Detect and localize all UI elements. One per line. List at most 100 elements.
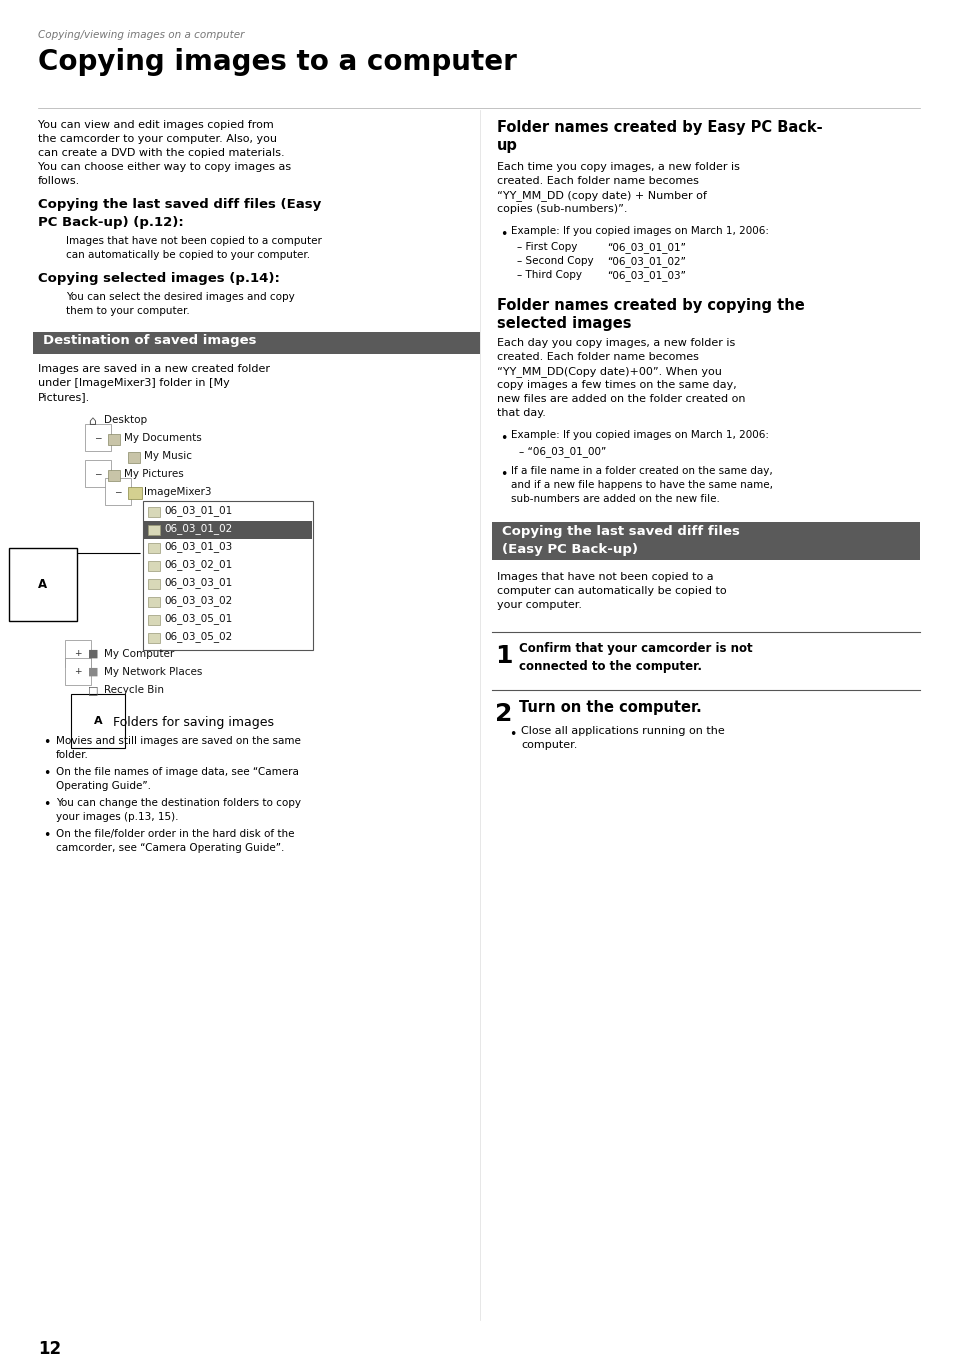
- FancyBboxPatch shape: [148, 597, 160, 607]
- FancyBboxPatch shape: [148, 560, 160, 571]
- Text: Copying the last saved diff files (Easy: Copying the last saved diff files (Easy: [38, 198, 321, 210]
- Text: Folder names created by copying the: Folder names created by copying the: [497, 299, 804, 313]
- Text: Turn on the computer.: Turn on the computer.: [518, 700, 701, 715]
- Text: created. Each folder name becomes: created. Each folder name becomes: [497, 351, 699, 362]
- Text: My Documents: My Documents: [124, 433, 201, 442]
- Text: “06_03_01_03”: “06_03_01_03”: [606, 270, 685, 281]
- Text: Copying/viewing images on a computer: Copying/viewing images on a computer: [38, 30, 244, 39]
- Text: •: •: [43, 798, 51, 811]
- Text: can automatically be copied to your computer.: can automatically be copied to your comp…: [66, 250, 310, 261]
- FancyBboxPatch shape: [128, 487, 142, 499]
- Text: “06_03_01_02”: “06_03_01_02”: [606, 256, 685, 267]
- Text: selected images: selected images: [497, 316, 631, 331]
- Text: “06_03_01_01”: “06_03_01_01”: [606, 242, 685, 252]
- Text: •: •: [509, 727, 516, 741]
- Text: □: □: [88, 685, 98, 695]
- Text: Folders for saving images: Folders for saving images: [112, 716, 274, 729]
- Text: Example: If you copied images on March 1, 2006:: Example: If you copied images on March 1…: [511, 430, 768, 440]
- Text: On the file/folder order in the hard disk of the: On the file/folder order in the hard dis…: [56, 829, 294, 839]
- Text: My Network Places: My Network Places: [104, 668, 202, 677]
- Text: – “06_03_01_00”: – “06_03_01_00”: [518, 446, 605, 457]
- Text: “YY_MM_DD(Copy date)+00”. When you: “YY_MM_DD(Copy date)+00”. When you: [497, 366, 721, 377]
- Text: 12: 12: [38, 1339, 61, 1357]
- Text: Movies and still images are saved on the same: Movies and still images are saved on the…: [56, 735, 300, 746]
- FancyBboxPatch shape: [108, 470, 120, 480]
- Text: Images that have not been copied to a computer: Images that have not been copied to a co…: [66, 236, 321, 246]
- Bar: [143, 501, 313, 650]
- Text: “YY_MM_DD (copy date) + Number of: “YY_MM_DD (copy date) + Number of: [497, 190, 706, 201]
- Text: 2: 2: [495, 702, 512, 726]
- Text: 06_03_02_01: 06_03_02_01: [164, 559, 232, 570]
- Text: You can view and edit images copied from: You can view and edit images copied from: [38, 119, 274, 130]
- Text: them to your computer.: them to your computer.: [66, 305, 190, 316]
- FancyBboxPatch shape: [148, 543, 160, 554]
- Text: Copying images to a computer: Copying images to a computer: [38, 47, 517, 76]
- FancyBboxPatch shape: [148, 508, 160, 517]
- Text: Pictures].: Pictures].: [38, 392, 91, 402]
- Text: Copying selected images (p.14):: Copying selected images (p.14):: [38, 271, 279, 285]
- Text: computer.: computer.: [520, 740, 577, 750]
- Text: You can choose either way to copy images as: You can choose either way to copy images…: [38, 161, 291, 172]
- Text: •: •: [499, 468, 507, 480]
- Text: Each time you copy images, a new folder is: Each time you copy images, a new folder …: [497, 161, 740, 172]
- Text: folder.: folder.: [56, 750, 89, 760]
- Text: ■: ■: [88, 649, 98, 660]
- Text: (Easy PC Back-up): (Easy PC Back-up): [501, 543, 638, 556]
- Text: You can change the destination folders to copy: You can change the destination folders t…: [56, 798, 301, 807]
- Text: Images that have not been copied to a: Images that have not been copied to a: [497, 573, 713, 582]
- Text: ■: ■: [88, 668, 98, 677]
- FancyBboxPatch shape: [128, 452, 140, 463]
- Text: A: A: [93, 716, 102, 726]
- Text: 06_03_05_01: 06_03_05_01: [164, 613, 232, 624]
- Text: computer can automatically be copied to: computer can automatically be copied to: [497, 586, 726, 596]
- Text: – Second Copy: – Second Copy: [517, 256, 593, 266]
- Text: that day.: that day.: [497, 408, 545, 418]
- Text: Confirm that your camcorder is not: Confirm that your camcorder is not: [518, 642, 752, 655]
- Text: •: •: [499, 432, 507, 445]
- Text: your images (p.13, 15).: your images (p.13, 15).: [56, 811, 178, 822]
- Text: Each day you copy images, a new folder is: Each day you copy images, a new folder i…: [497, 338, 735, 347]
- Text: On the file names of image data, see “Camera: On the file names of image data, see “Ca…: [56, 767, 298, 778]
- FancyBboxPatch shape: [148, 632, 160, 643]
- Text: Destination of saved images: Destination of saved images: [43, 334, 256, 347]
- Bar: [144, 521, 312, 539]
- Text: 06_03_03_01: 06_03_03_01: [164, 577, 232, 588]
- Text: copies (sub-numbers)”.: copies (sub-numbers)”.: [497, 204, 627, 214]
- Text: A: A: [38, 578, 48, 592]
- FancyBboxPatch shape: [148, 525, 160, 535]
- Text: −: −: [94, 433, 101, 442]
- Text: 06_03_05_02: 06_03_05_02: [164, 631, 232, 642]
- Text: •: •: [43, 735, 51, 749]
- Text: the camcorder to your computer. Also, you: the camcorder to your computer. Also, yo…: [38, 134, 276, 144]
- FancyBboxPatch shape: [148, 579, 160, 589]
- Text: and if a new file happens to have the same name,: and if a new file happens to have the sa…: [511, 480, 772, 490]
- Text: – First Copy: – First Copy: [517, 242, 577, 252]
- Text: Close all applications running on the: Close all applications running on the: [520, 726, 724, 735]
- Text: +: +: [74, 668, 81, 676]
- Bar: [492, 522, 919, 560]
- Text: +: +: [74, 649, 81, 658]
- Text: 06_03_03_02: 06_03_03_02: [164, 594, 232, 607]
- Text: My Computer: My Computer: [104, 649, 174, 660]
- Text: – Third Copy: – Third Copy: [517, 270, 581, 280]
- Text: My Pictures: My Pictures: [124, 470, 184, 479]
- Text: under [ImageMixer3] folder in [My: under [ImageMixer3] folder in [My: [38, 379, 230, 388]
- Text: new files are added on the folder created on: new files are added on the folder create…: [497, 394, 744, 404]
- Text: Example: If you copied images on March 1, 2006:: Example: If you copied images on March 1…: [511, 227, 768, 236]
- Text: −: −: [94, 470, 101, 478]
- Text: Folder names created by Easy PC Back-: Folder names created by Easy PC Back-: [497, 119, 821, 134]
- Text: Operating Guide”.: Operating Guide”.: [56, 782, 151, 791]
- Text: PC Back-up) (p.12):: PC Back-up) (p.12):: [38, 216, 184, 229]
- Text: Desktop: Desktop: [104, 415, 147, 425]
- Text: connected to the computer.: connected to the computer.: [518, 660, 701, 673]
- Text: can create a DVD with the copied materials.: can create a DVD with the copied materia…: [38, 148, 284, 157]
- Text: sub-numbers are added on the new file.: sub-numbers are added on the new file.: [511, 494, 720, 503]
- Text: ImageMixer3: ImageMixer3: [144, 487, 212, 497]
- Text: •: •: [499, 228, 507, 242]
- Text: follows.: follows.: [38, 176, 80, 186]
- Text: 06_03_01_02: 06_03_01_02: [164, 522, 232, 533]
- Text: 1: 1: [495, 645, 512, 668]
- Text: created. Each folder name becomes: created. Each folder name becomes: [497, 176, 699, 186]
- Text: •: •: [43, 767, 51, 780]
- FancyBboxPatch shape: [148, 615, 160, 626]
